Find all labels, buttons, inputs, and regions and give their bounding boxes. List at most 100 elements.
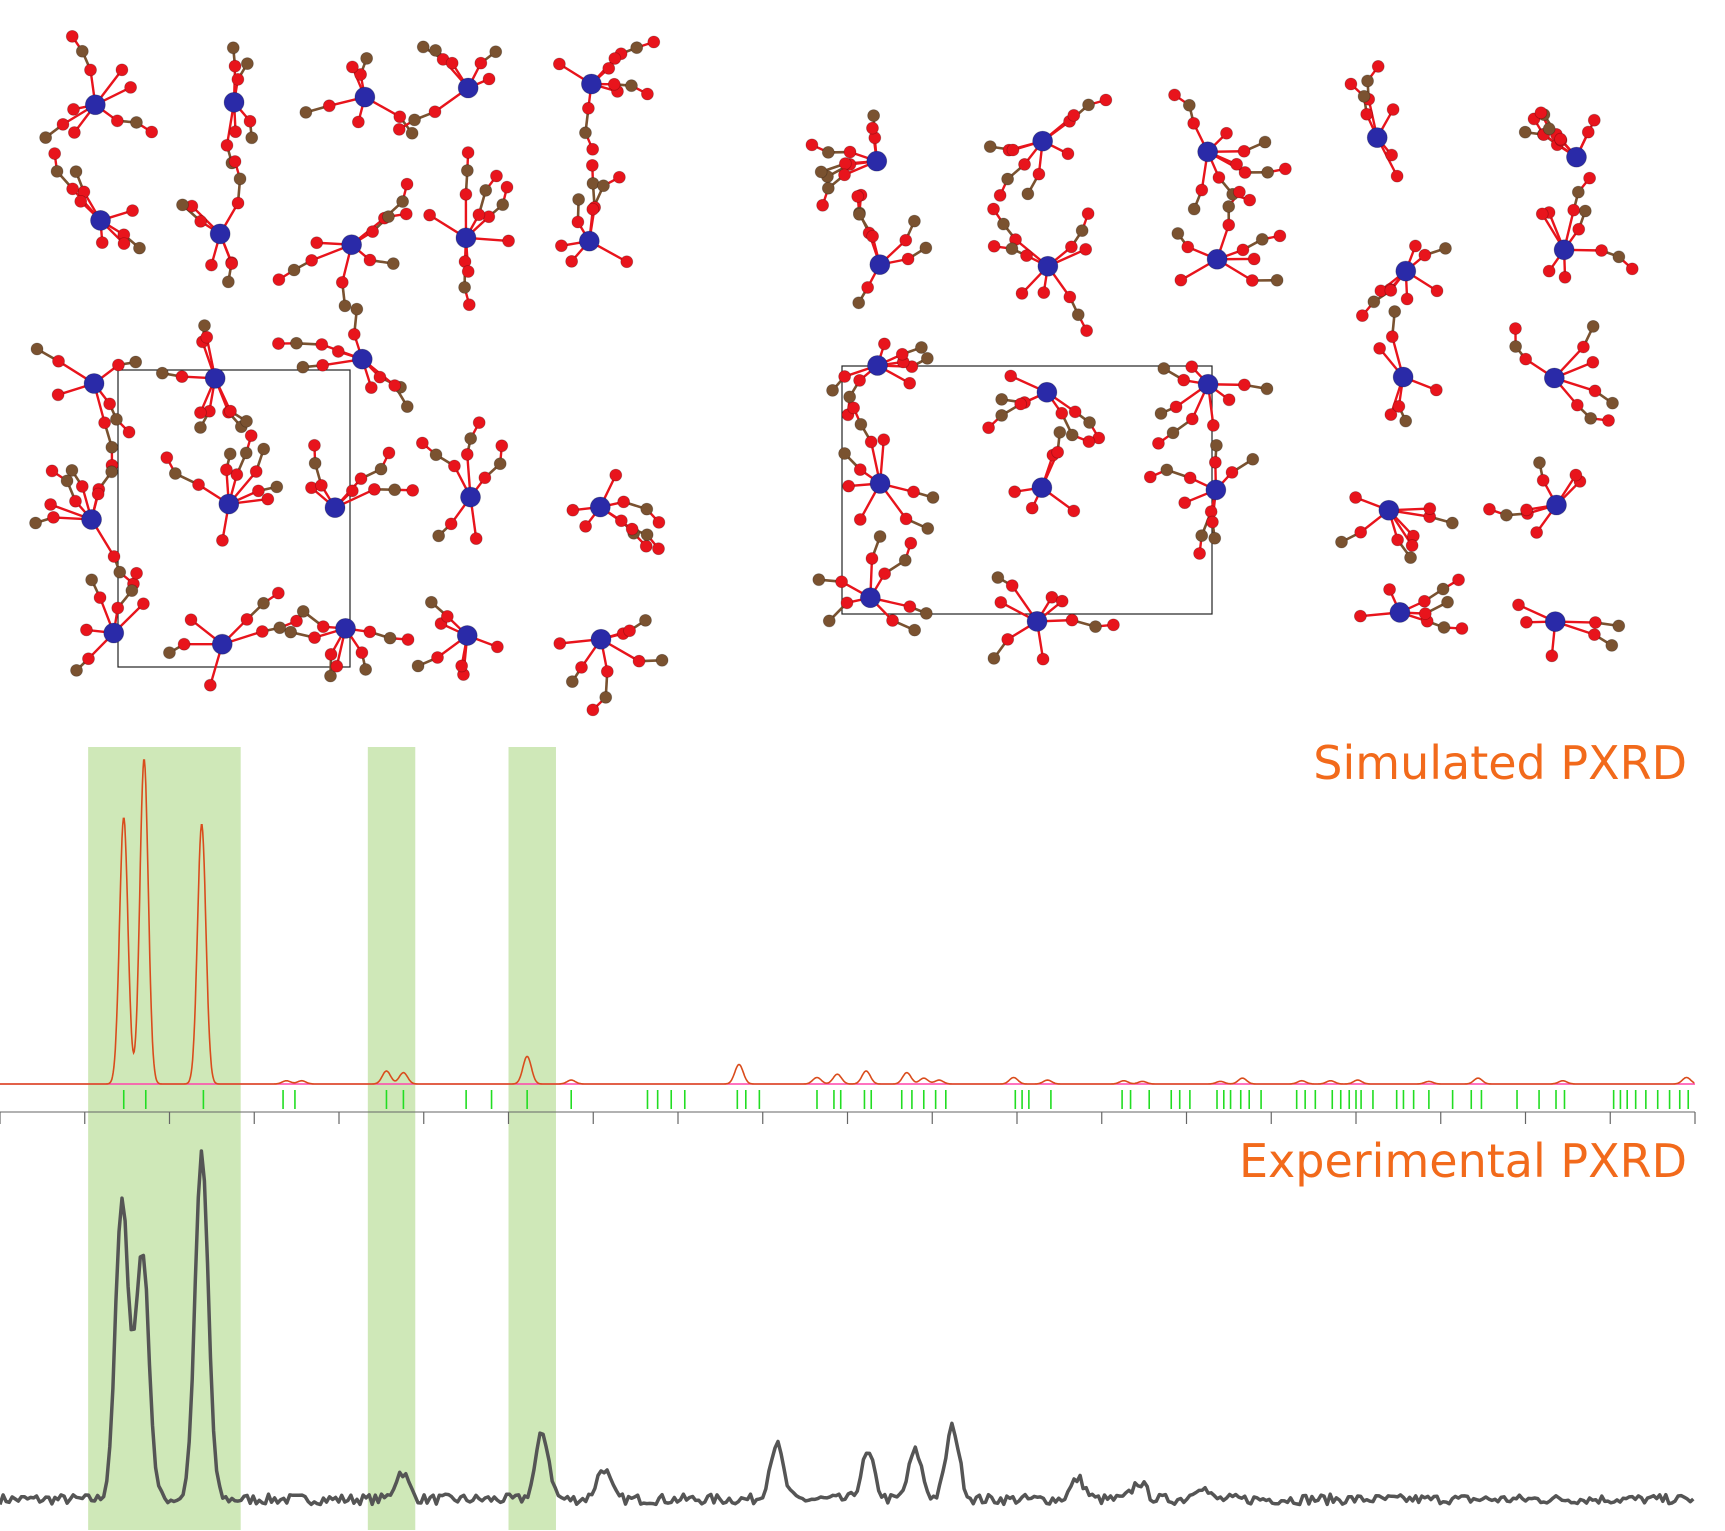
oxygen-atom (1542, 264, 1556, 278)
oxygen-atom (851, 190, 865, 203)
oxygen-atom (553, 637, 567, 650)
oxygen-atom (322, 99, 336, 113)
oxygen-atom (1509, 322, 1522, 335)
carbon-atom (105, 440, 119, 454)
oxygen-atom (1429, 383, 1443, 397)
carbon-atom (991, 571, 1005, 584)
oxygen-atom (1185, 360, 1199, 374)
oxygen-atom (1082, 435, 1096, 449)
oxygen-atom (399, 207, 413, 221)
oxygen-atom (1080, 324, 1094, 338)
oxygen-atom (1001, 632, 1015, 646)
oxygen-atom (614, 514, 628, 528)
metal-atom (83, 373, 105, 394)
carbon-atom (287, 263, 301, 277)
oxygen-atom (641, 87, 654, 101)
carbon-atom (350, 302, 364, 316)
oxygen-atom (47, 511, 60, 524)
oxygen-atom (1519, 352, 1533, 366)
oxygen-atom (345, 60, 359, 74)
oxygen-atom (272, 337, 285, 350)
oxygen-atom (324, 648, 338, 661)
oxygen-atom (461, 265, 475, 278)
oxygen-atom (107, 550, 121, 563)
oxygen-atom (1081, 207, 1095, 221)
metal-atom (211, 633, 233, 655)
carbon-atom (324, 669, 337, 683)
oxygen-atom (903, 600, 917, 614)
carbon-atom (257, 442, 271, 456)
oxygen-atom (1384, 408, 1398, 421)
oxygen-atom (115, 63, 129, 77)
carbon-atom (133, 241, 146, 255)
metal-atom (1378, 499, 1400, 521)
carbon-atom (130, 116, 143, 129)
oxygen-atom (1055, 406, 1069, 420)
oxygen-atom (1405, 539, 1419, 552)
carbon-atom (1208, 531, 1222, 545)
oxygen-atom (271, 586, 285, 600)
carbon-atom (1053, 425, 1067, 439)
oxygen-atom (229, 125, 242, 139)
carbon-atom (405, 126, 419, 140)
metal-atom (209, 223, 231, 245)
oxygen-atom (1588, 384, 1602, 398)
carbon-atom (382, 210, 395, 224)
oxygen-atom (48, 147, 62, 160)
oxygen-atom (1400, 292, 1414, 306)
metal-atom (335, 617, 356, 639)
oxygen-atom (194, 406, 207, 420)
oxygen-atom (177, 637, 191, 651)
oxygen-atom (982, 421, 995, 435)
carbon-atom (39, 131, 53, 144)
oxygen-atom (877, 337, 891, 351)
carbon-atom (812, 573, 826, 587)
carbon-atom (489, 45, 503, 59)
carbon-atom (995, 409, 1009, 422)
oxygen-atom (392, 122, 406, 136)
oxygen-atom (130, 566, 143, 580)
carbon-atom (374, 462, 388, 476)
carbon-atom (1335, 535, 1348, 549)
oxygen-atom (194, 214, 208, 228)
carbon-atom (1171, 227, 1185, 240)
oxygen-atom (472, 208, 486, 222)
carbon-atom (1584, 411, 1598, 425)
carbon-atom (1065, 428, 1079, 442)
carbon-atom (30, 342, 44, 356)
oxygen-atom (1168, 88, 1181, 102)
oxygen-atom (586, 202, 600, 216)
metal-atom (867, 355, 888, 376)
oxygen-atom (1354, 525, 1368, 539)
carbon-atom (1182, 98, 1196, 112)
oxygen-atom (80, 623, 93, 637)
oxygen-atom (445, 56, 459, 70)
oxygen-atom (230, 468, 244, 481)
oxygen-atom (472, 416, 486, 430)
carbon-atom (1367, 295, 1381, 309)
metal-atom (866, 150, 888, 172)
oxygen-atom (1530, 526, 1544, 539)
oxygen-atom (866, 229, 879, 243)
oxygen-atom (351, 115, 365, 129)
oxygen-atom (1237, 378, 1251, 392)
carbon-atom (852, 296, 866, 310)
oxygen-atom (1385, 148, 1399, 162)
metal-atom (341, 234, 363, 256)
carbon-atom (1187, 202, 1201, 216)
oxygen-atom (1386, 103, 1400, 116)
oxygen-atom (1208, 455, 1222, 469)
metal-atom (869, 473, 891, 494)
carbon-atom (1437, 621, 1451, 634)
oxygen-atom (1383, 583, 1396, 596)
oxygen-atom (474, 56, 488, 70)
carbon-atom (65, 464, 79, 477)
oxygen-atom (335, 275, 349, 289)
oxygen-atom (1008, 485, 1022, 499)
oxygen-atom (367, 482, 381, 496)
oxygen-atom (440, 609, 454, 623)
crystal-structure-view-b (805, 60, 1639, 666)
oxygen-atom (1036, 652, 1050, 666)
oxygen-atom (1373, 341, 1387, 355)
carbon-atom (639, 613, 652, 627)
